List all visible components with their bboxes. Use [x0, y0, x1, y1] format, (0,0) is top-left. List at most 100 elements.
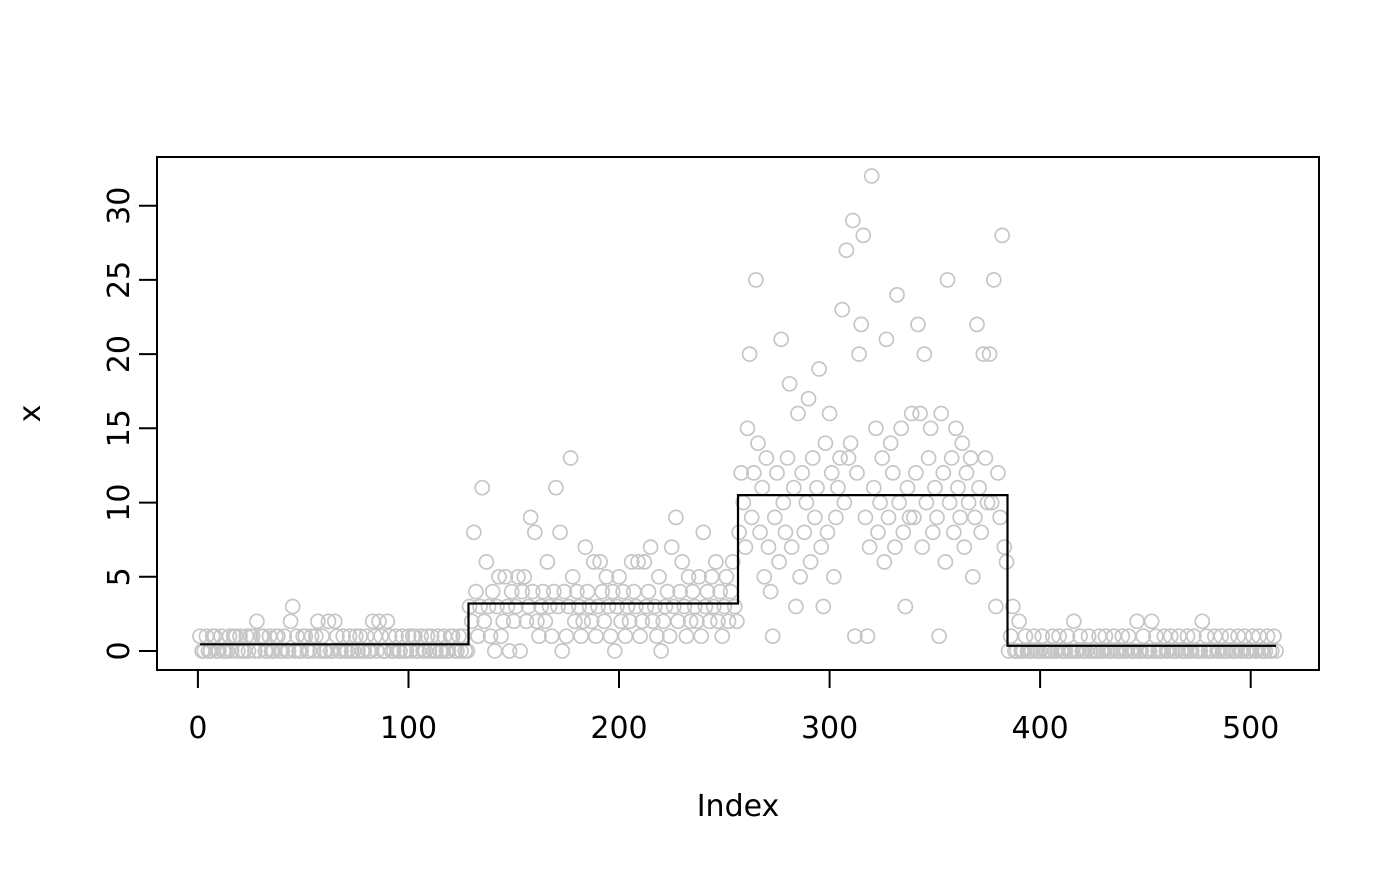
data-point: [695, 524, 712, 541]
data-point: [823, 465, 840, 481]
data-point: [798, 494, 815, 511]
data-point: [484, 583, 501, 600]
data-point: [594, 583, 611, 600]
data-point: [950, 479, 966, 496]
data-point: [720, 613, 737, 630]
data-point: [838, 242, 855, 259]
data-point: [931, 628, 947, 645]
data-point: [943, 450, 960, 466]
data-point: [499, 598, 516, 615]
data-point: [804, 450, 821, 466]
data-point: [737, 539, 754, 555]
data-point: [680, 568, 697, 585]
data-point: [1194, 613, 1211, 630]
data-point: [691, 568, 707, 585]
y-axis-tick-label: 10: [102, 484, 137, 522]
data-point: [1025, 628, 1042, 645]
x-axis-tick-label: 0: [188, 711, 207, 746]
data-point: [802, 554, 819, 570]
data-point: [672, 583, 688, 600]
data-point: [945, 524, 962, 541]
data-point: [783, 539, 800, 555]
data-point: [1263, 643, 1280, 659]
data-point: [508, 598, 524, 615]
data-point: [844, 212, 861, 229]
data-point: [1183, 643, 1200, 659]
data-point: [996, 539, 1013, 555]
data-point: [874, 450, 891, 466]
data-point: [1257, 643, 1274, 659]
data-point: [861, 539, 878, 555]
data-point: [585, 554, 602, 570]
data-point: [712, 583, 728, 600]
data-point: [636, 554, 653, 570]
data-point: [1057, 643, 1074, 659]
data-point: [868, 420, 884, 437]
data-point: [832, 450, 848, 466]
data-point: [628, 598, 644, 615]
data-point: [718, 568, 735, 585]
data-point: [505, 613, 522, 630]
data-point: [689, 613, 705, 630]
data-point: [493, 628, 509, 645]
data-point: [849, 465, 865, 481]
data-point: [1017, 628, 1034, 645]
data-point: [924, 524, 941, 541]
data-point: [1097, 628, 1114, 645]
data-point: [724, 554, 741, 570]
data-point: [598, 568, 615, 585]
data-point: [842, 435, 859, 452]
data-point: [729, 613, 745, 630]
data-point: [811, 361, 827, 377]
data-point: [1133, 643, 1150, 659]
data-point: [912, 405, 928, 422]
data-point: [476, 613, 493, 630]
fitted-step-line: [200, 494, 1276, 647]
data-point: [569, 583, 585, 600]
data-point: [379, 613, 396, 630]
data-point: [863, 168, 880, 184]
data-point: [847, 628, 863, 645]
data-point: [529, 613, 545, 630]
data-point: [579, 583, 596, 600]
data-point: [674, 554, 691, 570]
data-point: [554, 643, 571, 659]
data-point: [939, 272, 956, 288]
data-point: [1162, 628, 1179, 645]
data-point: [937, 554, 954, 570]
data-point: [615, 583, 632, 600]
x-axis-title: Index: [697, 789, 780, 824]
data-point: [901, 509, 918, 526]
data-point: [969, 316, 985, 333]
data-point: [518, 613, 535, 630]
data-point: [480, 598, 497, 615]
data-point: [596, 613, 613, 630]
data-point: [880, 509, 897, 526]
data-point: [872, 494, 888, 511]
data-point: [619, 598, 636, 615]
data-point: [809, 479, 825, 496]
data-point: [994, 227, 1011, 244]
data-point: [762, 583, 779, 600]
data-point: [788, 598, 804, 615]
data-point: [807, 509, 823, 526]
data-point: [836, 494, 853, 511]
data-point: [756, 568, 773, 585]
data-point: [813, 539, 830, 555]
data-point: [465, 524, 482, 541]
data-point: [975, 346, 992, 362]
data-point: [752, 524, 768, 541]
data-point: [1129, 613, 1145, 630]
data-point: [981, 346, 998, 362]
data-point: [769, 465, 785, 481]
data-point: [992, 509, 1008, 526]
data-point: [760, 539, 777, 555]
data-point: [537, 613, 554, 630]
data-point: [1105, 628, 1122, 645]
data-point: [522, 509, 539, 526]
data-point: [958, 465, 975, 481]
data-point: [541, 598, 558, 615]
data-point: [491, 568, 507, 585]
